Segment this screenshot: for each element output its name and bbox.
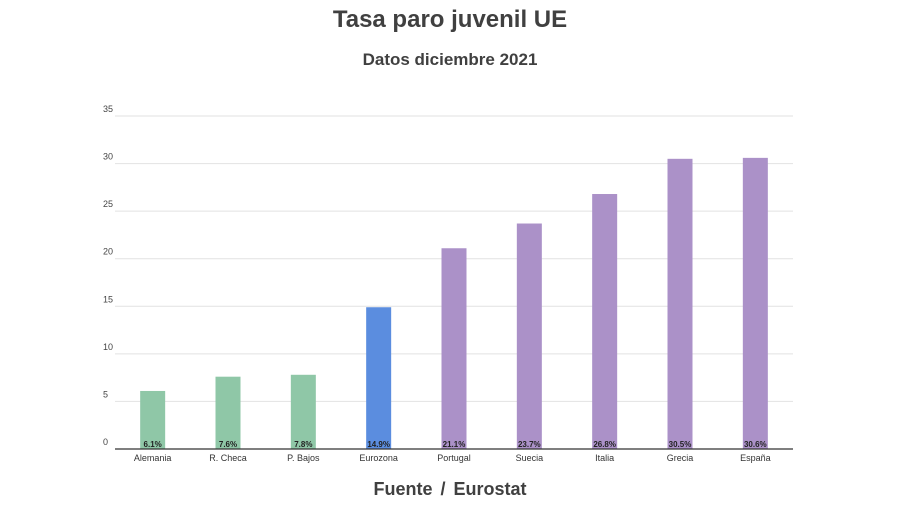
bar — [215, 376, 241, 449]
x-tick-label: Grecia — [667, 453, 694, 463]
data-label: 14.9% — [367, 440, 390, 449]
y-axis-ticks: 0 5 10 15 20 25 30 35 — [103, 104, 113, 447]
bar — [366, 307, 392, 449]
y-tick-label: 30 — [103, 152, 113, 162]
chart-title: Tasa paro juvenil UE — [332, 6, 568, 33]
bar — [667, 158, 693, 450]
x-tick-label: España — [740, 453, 771, 463]
source-note: Fuente / Eurostat — [0, 479, 900, 500]
x-tick-label: P. Bajos — [287, 453, 320, 463]
y-tick-label: 25 — [103, 199, 113, 209]
y-tick-label: 10 — [103, 342, 113, 352]
x-tick-label: Eurozona — [359, 453, 398, 463]
data-label: 21.1% — [443, 440, 466, 449]
bar — [592, 194, 618, 449]
bar — [516, 223, 542, 449]
y-tick-label: 35 — [103, 104, 113, 114]
data-label: 7.8% — [294, 440, 312, 449]
x-tick-label: Portugal — [437, 453, 471, 463]
x-tick-label: Suecia — [516, 453, 544, 463]
y-tick-label: 5 — [103, 389, 108, 399]
bar — [140, 390, 166, 449]
source-label: Fuente — [373, 479, 433, 499]
data-label: 7.6% — [219, 440, 237, 449]
y-tick-label: 0 — [103, 437, 108, 447]
bars — [140, 157, 768, 450]
y-tick-label: 20 — [103, 247, 113, 257]
x-axis: Alemania R. Checa P. Bajos Eurozona Portugal… — [115, 448, 793, 463]
x-tick-label: Alemania — [134, 453, 172, 463]
data-label: 6.1% — [144, 440, 162, 449]
source-separator: / — [440, 479, 446, 499]
y-tick-label: 15 — [103, 294, 113, 304]
bar — [290, 374, 316, 449]
data-labels: 6.1% 7.6% 7.8% 14.9% 21.1% 23.7% 26.8% 30.5% 30.… — [144, 440, 767, 449]
bar — [742, 157, 768, 449]
data-label: 26.8% — [593, 440, 616, 449]
bar — [441, 248, 467, 449]
source-value: Eurostat — [453, 479, 527, 499]
data-label: 30.6% — [744, 440, 767, 449]
chart-subtitle: Datos diciembre 2021 — [362, 50, 538, 69]
x-tick-label: R. Checa — [209, 453, 247, 463]
data-label: 30.5% — [669, 440, 692, 449]
x-tick-label: Italia — [595, 453, 614, 463]
data-label: 23.7% — [518, 440, 541, 449]
